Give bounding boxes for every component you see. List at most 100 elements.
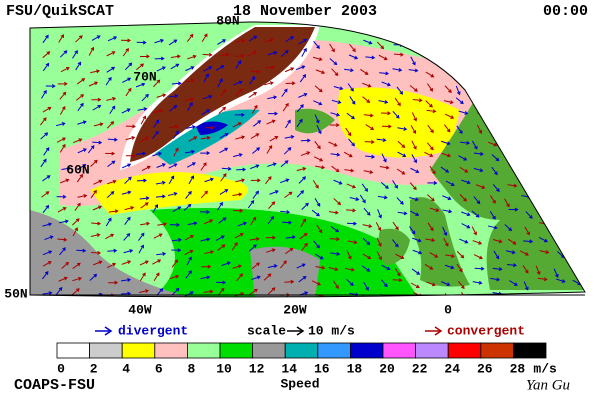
wind-arrow (235, 60, 242, 69)
wind-arrow (458, 110, 469, 115)
wind-arrow (266, 144, 273, 154)
wind-arrow (107, 248, 118, 253)
wind-arrow (155, 180, 166, 185)
wind-arrow (139, 136, 149, 143)
wind-arrow (105, 217, 112, 227)
wind-arrow (410, 282, 420, 289)
wind-arrow (491, 166, 498, 176)
wind-arrow (509, 280, 518, 286)
wind-arrow (392, 221, 399, 231)
wind-arrow (280, 178, 290, 184)
wind-arrow (300, 151, 311, 156)
wind-arrow (471, 140, 478, 150)
title: FSU/QuikSCAT (6, 3, 114, 20)
wind-arrow (461, 223, 471, 229)
wind-arrow (75, 94, 85, 101)
teal-zone (150, 109, 260, 165)
wind-arrow (521, 142, 532, 147)
wind-arrow (219, 147, 229, 154)
legend-arrow-head (296, 326, 305, 336)
wind-arrow (284, 191, 293, 199)
wind-arrow (363, 170, 374, 174)
wind-arrow (477, 98, 487, 103)
wind-arrow (538, 296, 548, 297)
wind-arrow (121, 108, 131, 114)
wind-arrow (285, 247, 294, 255)
legend-arrow-head (434, 326, 443, 336)
wind-arrow (138, 244, 144, 254)
wind-arrow (331, 99, 342, 104)
wind-arrow (90, 189, 97, 199)
wind-arrow (139, 289, 149, 293)
wind-arrow (170, 54, 181, 59)
wind-arrow (539, 127, 548, 135)
colorbar-box (219, 342, 253, 359)
wind-arrow (362, 82, 372, 88)
wind-arrow (73, 138, 83, 144)
wind-arrow (392, 110, 400, 119)
wind-arrow (409, 226, 416, 235)
wind-arrow (375, 221, 382, 232)
wind-arrow (204, 250, 215, 255)
wind-arrow (185, 149, 195, 154)
wind-arrow (506, 263, 517, 268)
wind-arrow (172, 287, 180, 296)
wind-arrow (252, 147, 261, 154)
wind-arrow (87, 145, 95, 154)
wind-arrow (217, 78, 223, 88)
wind-arrow (59, 91, 67, 100)
wind-arrow (59, 247, 66, 256)
wind-arrow (218, 217, 227, 224)
wind-arrow (476, 124, 483, 134)
wind-arrow (571, 226, 582, 232)
wind-arrow (185, 125, 196, 129)
wind-arrow (552, 193, 562, 200)
wind-arrow (187, 221, 198, 226)
wind-arrow (519, 250, 530, 256)
wind-arrow (59, 143, 66, 153)
wind-arrow (424, 295, 432, 297)
wind-arrow (488, 70, 498, 76)
wind-arrow (381, 264, 391, 271)
wind-arrow (187, 101, 193, 111)
wind-arrow (474, 266, 485, 271)
wind-arrow (200, 190, 208, 199)
wind-arrow (266, 248, 276, 253)
wind-arrow (200, 162, 207, 171)
wind-arrow (88, 46, 95, 56)
wind-arrow (217, 39, 227, 45)
wind-arrow (156, 163, 166, 168)
wind-arrow (536, 141, 546, 148)
wind-arrow (217, 244, 226, 251)
wind-arrow (284, 134, 295, 139)
wind-arrow (248, 35, 258, 42)
wind-arrow (186, 162, 196, 168)
wind-arrow (553, 268, 559, 278)
wind-arrow (71, 288, 80, 296)
wind-arrow (573, 140, 583, 146)
lat-label: 60N (66, 162, 89, 177)
wind-arrow (588, 280, 592, 288)
wind-arrow (587, 72, 592, 79)
wind-arrow (508, 54, 519, 59)
wind-arrow (171, 248, 182, 253)
wind-arrow (234, 233, 244, 239)
wind-arrow (42, 291, 53, 296)
wind-arrow (314, 140, 321, 150)
wind-arrow (410, 167, 420, 174)
wind-arrow (72, 276, 82, 282)
wind-arrow (553, 124, 559, 134)
colorbar-tick-label: 10 (216, 361, 232, 376)
wind-arrow (473, 254, 483, 260)
wind-arrow (77, 148, 87, 154)
wind-arrow (523, 239, 534, 244)
wind-arrow (200, 135, 211, 140)
wind-arrow (328, 210, 339, 215)
wind-arrow (572, 180, 583, 185)
wind-arrow (59, 50, 68, 58)
wind-arrow (184, 291, 194, 297)
wind-arrow (267, 95, 278, 100)
wind-arrow (136, 178, 147, 183)
wind-arrow (249, 288, 258, 295)
wind-arrow (459, 238, 469, 244)
